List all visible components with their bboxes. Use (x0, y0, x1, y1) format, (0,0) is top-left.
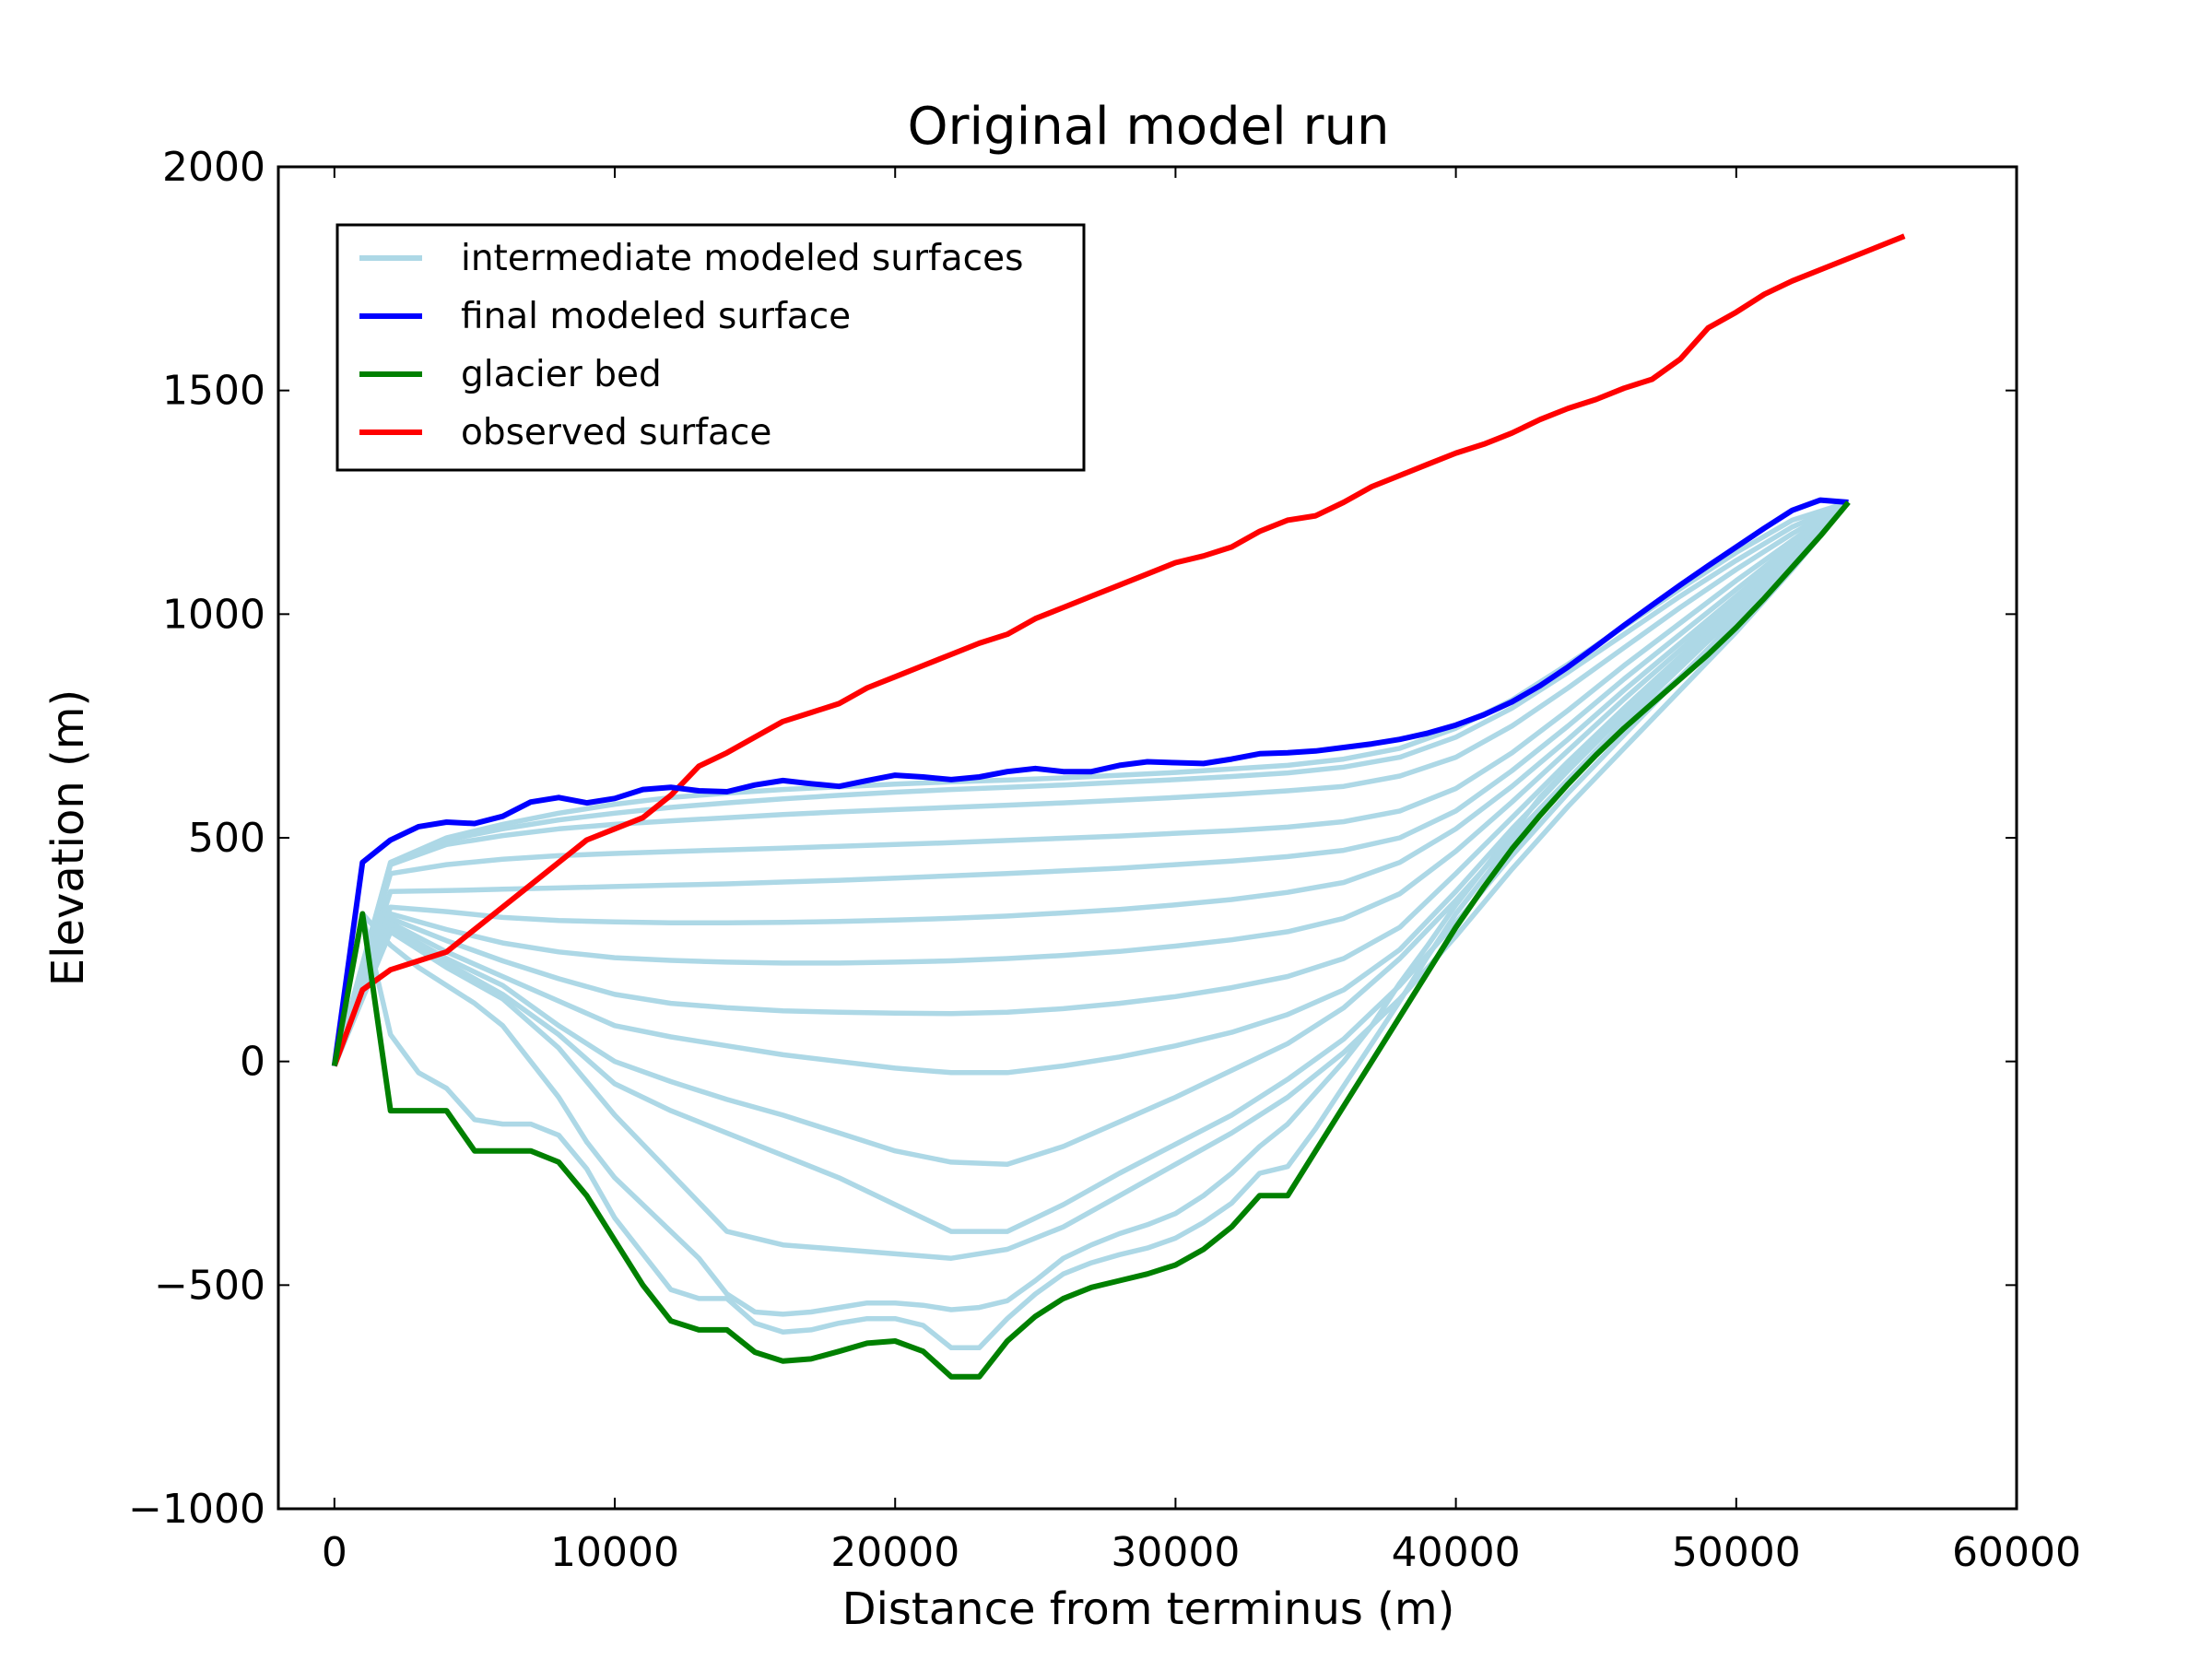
y-tick-label: −1000 (128, 1486, 265, 1533)
intermediate-surface-14-line (332, 500, 1850, 1067)
intermediate-surface-6-line (332, 500, 1851, 1234)
glacier-bed-line (331, 500, 1851, 1380)
intermediate-surface-7-line (332, 500, 1851, 1168)
legend-label-final-modeled-surface: final modeled surface (461, 296, 851, 337)
x-tick-label: 30000 (1111, 1529, 1240, 1576)
intermediate-surface-13-line (332, 500, 1851, 1067)
y-tick-label: 1000 (162, 591, 265, 638)
x-axis: 0 10000 20000 30000 40000 50000 60000 (322, 167, 2081, 1576)
x-tick-label: 20000 (830, 1529, 959, 1576)
y-tick-label: 1500 (162, 368, 265, 415)
x-tick-label: 60000 (1952, 1529, 2081, 1576)
intermediate-surface-8-line (332, 500, 1851, 1076)
plot-lines (331, 233, 1906, 1380)
x-tick-label: 0 (322, 1529, 347, 1576)
y-tick-label: 0 (240, 1039, 265, 1086)
intermediate-surface-12-line (332, 500, 1851, 1067)
intermediate-surface-15-line (332, 500, 1850, 1067)
legend-label-observed-surface: observed surface (461, 412, 771, 453)
chart-title: Original model run (907, 97, 1389, 157)
x-tick-label: 50000 (1672, 1529, 1801, 1576)
x-tick-label: 10000 (550, 1529, 679, 1576)
y-tick-label: −500 (154, 1262, 265, 1309)
y-tick-label: 2000 (162, 144, 265, 191)
final-modeled-surface-line (331, 497, 1849, 1066)
legend-box (335, 223, 1086, 472)
intermediate-surface-11-line (332, 500, 1851, 1067)
y-axis-label: Elevation (m) (42, 689, 94, 986)
legend-label-intermediate-modeled-surfaces: intermediate modeled surfaces (461, 238, 1023, 279)
x-tick-label: 40000 (1392, 1529, 1521, 1576)
legend-label-glacier-bed: glacier bed (461, 354, 662, 395)
intermediate-surface-5-line (332, 500, 1851, 1261)
observed-surface-line (331, 233, 1906, 1067)
intermediate-surface-9-line (332, 500, 1851, 1067)
y-axis: −1000 −500 0 500 1000 1500 2000 (128, 144, 2017, 1533)
y-tick-label: 500 (188, 815, 265, 862)
legend: intermediate modeled surfaces final model… (335, 223, 1086, 472)
x-axis-label: Distance from terminus (m) (842, 1583, 1455, 1635)
intermediate-surface-10-line (332, 500, 1851, 1067)
